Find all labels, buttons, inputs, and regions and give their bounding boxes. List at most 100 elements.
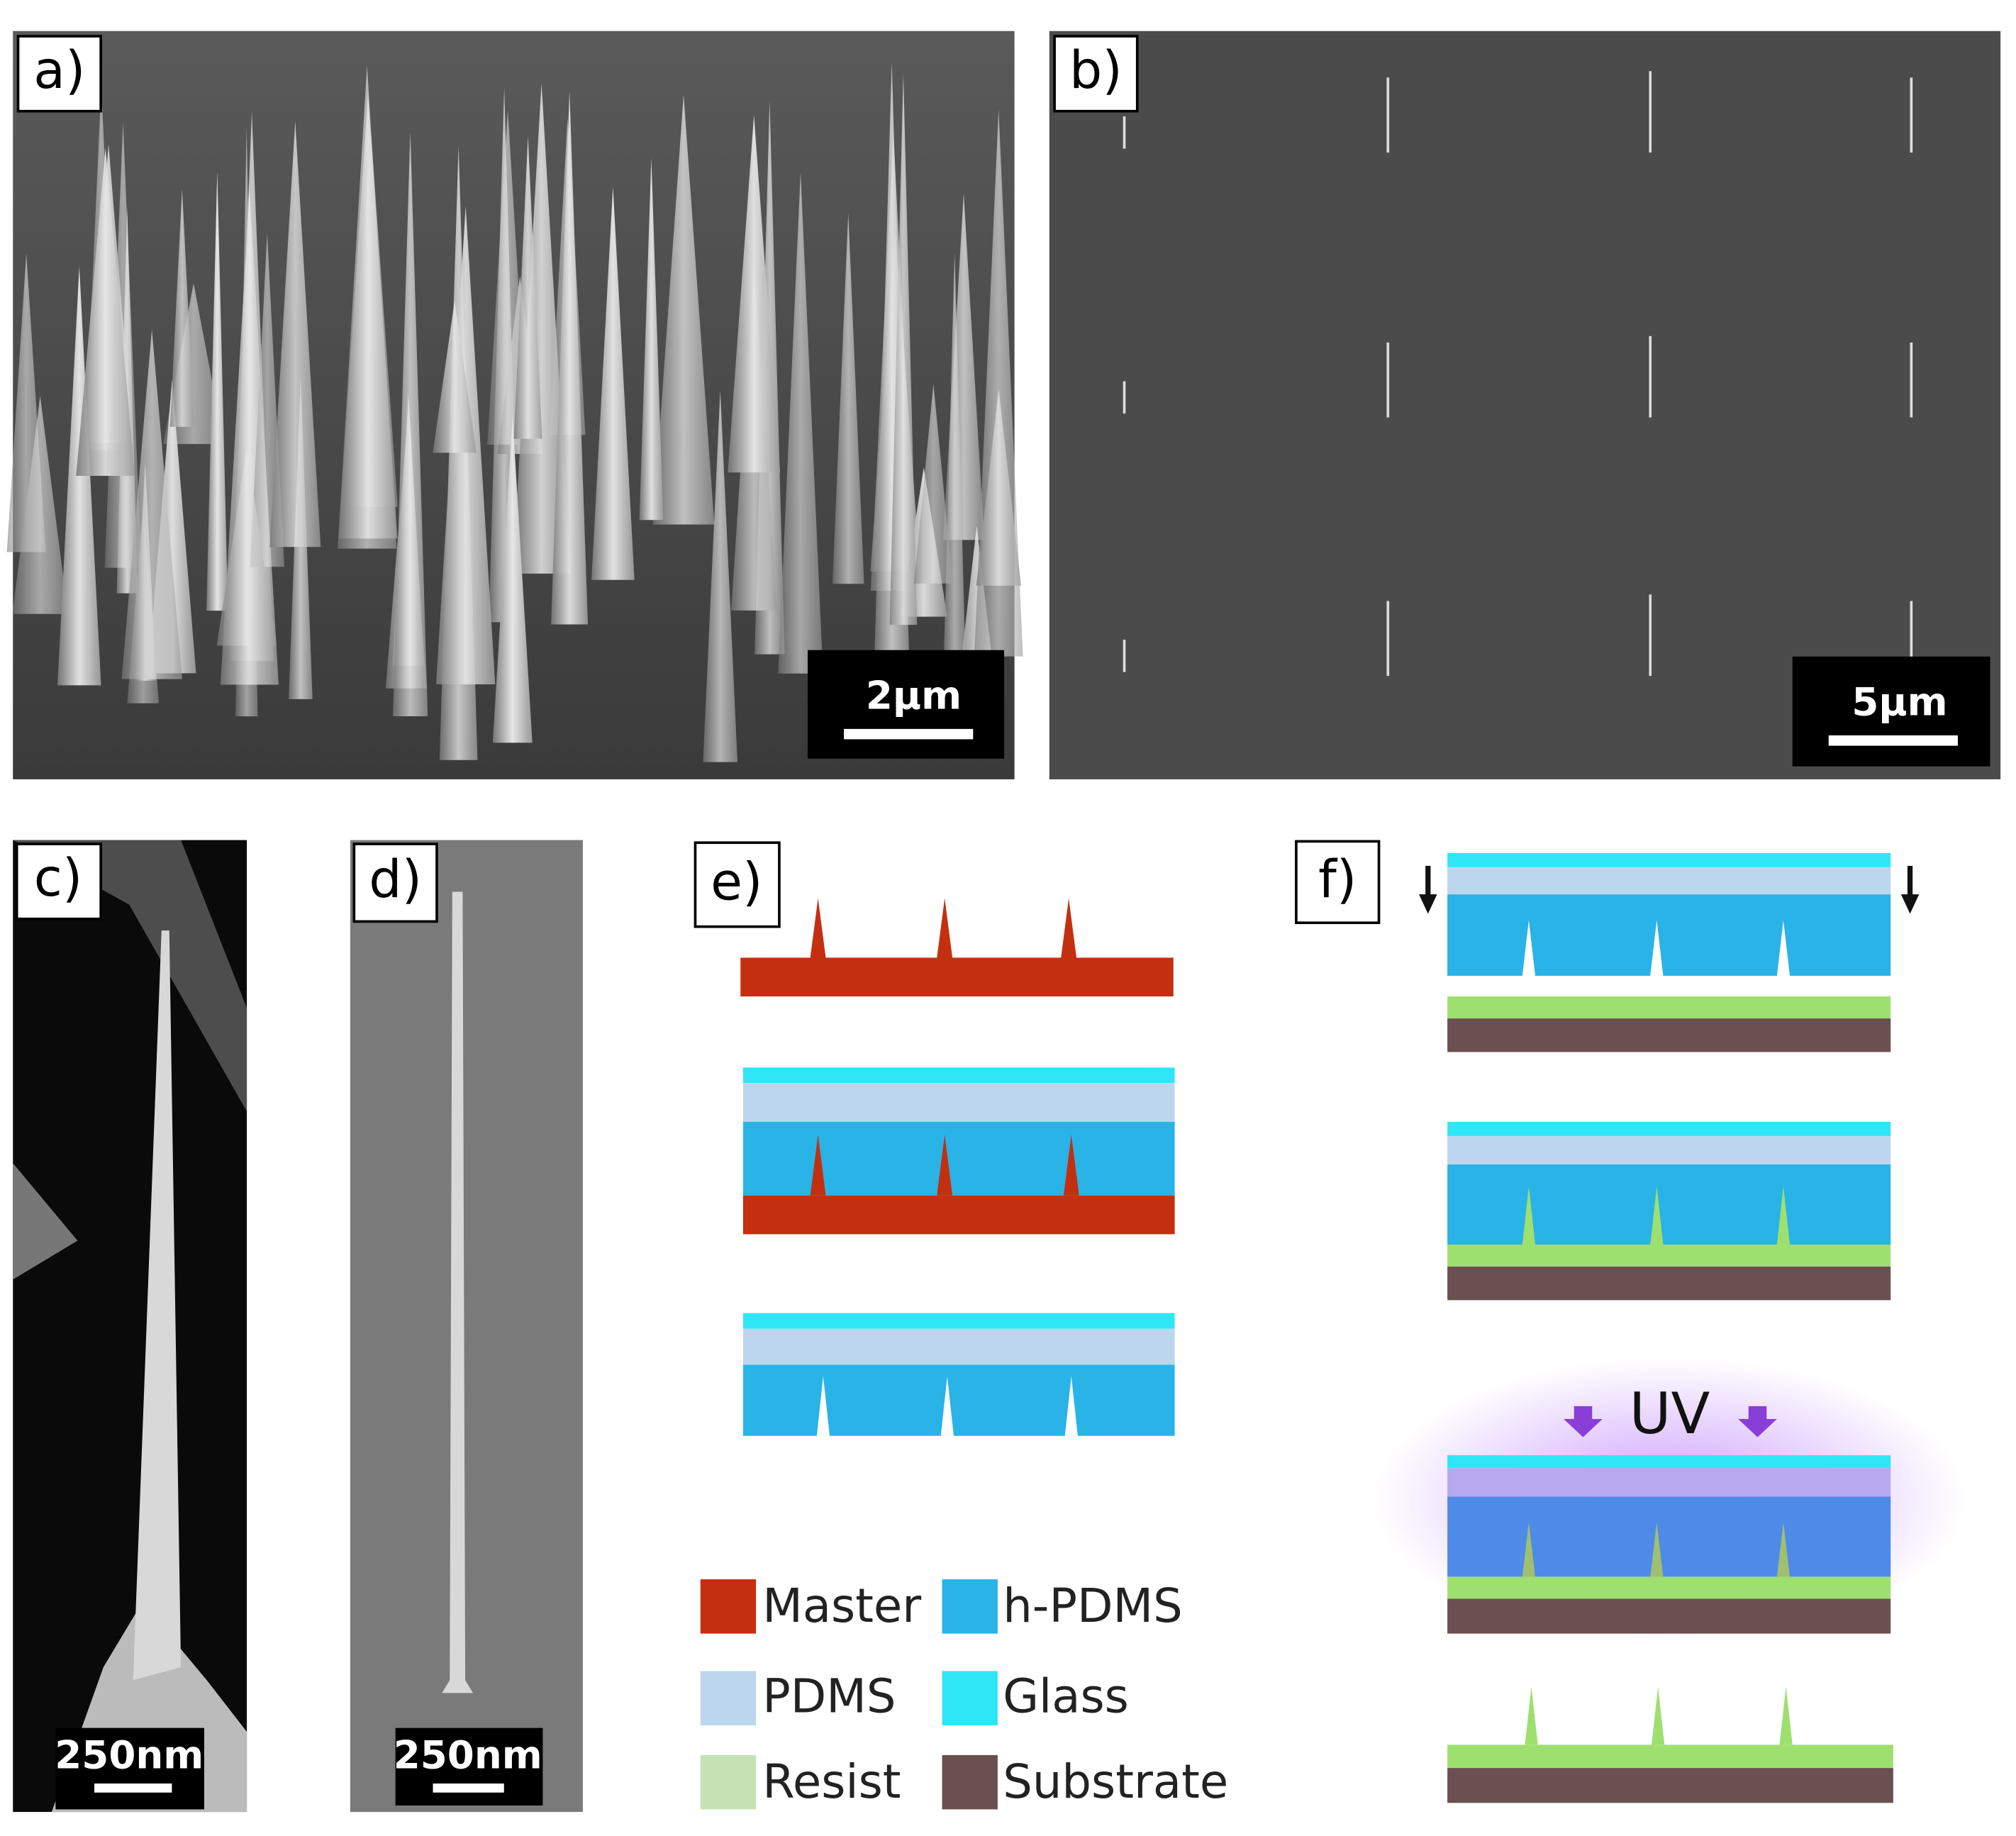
nanospike — [551, 91, 589, 625]
scale-bar-box — [55, 1727, 204, 1810]
legend-swatch — [942, 1579, 998, 1634]
nanospike — [778, 172, 823, 674]
master-layer — [740, 957, 1174, 997]
master-spikes — [810, 898, 1077, 958]
scale-bar — [94, 1783, 172, 1793]
nanospike — [889, 74, 918, 625]
sem-feature — [13, 840, 247, 1112]
pdms-layer — [742, 1083, 1175, 1122]
h-pdms-layer — [1447, 894, 1891, 976]
scale-bar-label: 2µm — [866, 672, 962, 718]
scale-bar-label: 5µm — [1851, 679, 1947, 724]
nanospike — [512, 83, 571, 574]
uv-label: UV — [1630, 1381, 1710, 1447]
nanospike — [338, 93, 398, 539]
nanospike — [652, 94, 715, 525]
legend-label: h-PDMS — [1003, 1579, 1183, 1633]
substrate-layer — [1447, 1267, 1891, 1301]
glass-layer — [1447, 852, 1891, 867]
glass-layer — [742, 1313, 1175, 1329]
panel-label: f) — [1318, 850, 1357, 910]
nanospike — [206, 171, 228, 611]
nanospike — [832, 213, 864, 584]
nanospike — [392, 131, 428, 716]
label-box — [694, 841, 781, 928]
panel-label: d) — [369, 850, 422, 910]
legend-label: PDMS — [762, 1670, 896, 1724]
nanospike — [974, 109, 1023, 657]
annotations: a) b) c) d) e) f) 2µm 5µm 250nm 250nm — [15, 35, 1990, 1810]
nanospike — [12, 396, 68, 614]
panel-e: Master h-PDMS PDMS Glass Resist Substrat… — [700, 898, 1228, 1810]
h-pdms-layer — [1447, 1496, 1891, 1577]
glass-layer — [742, 1067, 1175, 1084]
substrate-layer — [1447, 1598, 1891, 1634]
pdms-layer — [1447, 867, 1891, 895]
label-box — [352, 842, 438, 923]
resist-layer — [1447, 1576, 1891, 1599]
glass-layer — [1447, 1121, 1891, 1136]
legend-label: Master — [762, 1579, 921, 1633]
resist-layer — [1447, 1745, 1893, 1769]
legend-swatch — [700, 1754, 757, 1810]
panel-label: b) — [1069, 40, 1123, 101]
nanospike — [731, 262, 777, 611]
nanospike — [703, 390, 738, 762]
nanospike — [216, 448, 277, 646]
h-pdms-layer — [742, 1364, 1175, 1436]
scale-bar-box — [1792, 656, 1990, 767]
uv-arrows — [1564, 1406, 1777, 1437]
glass-layer — [1447, 1455, 1891, 1469]
nanospike — [942, 252, 967, 707]
scale-bar — [1828, 735, 1958, 746]
label-box — [1295, 840, 1381, 925]
nanospike — [492, 417, 533, 743]
nanospike — [913, 384, 953, 584]
scale-bar — [433, 1783, 504, 1793]
panel-f: UV — [1372, 852, 1967, 1803]
legend-label: Resist — [762, 1755, 901, 1809]
panel-c — [13, 840, 247, 1813]
substrate-layer — [1447, 1768, 1893, 1803]
panel-b — [1049, 30, 2001, 779]
nanowire — [133, 930, 182, 1681]
resist-layer — [1447, 1245, 1891, 1267]
panel-label: e) — [711, 852, 762, 912]
h-pdms-layer — [742, 1121, 1175, 1196]
mold-cavities — [816, 1376, 1078, 1436]
legend-swatch — [942, 1671, 998, 1725]
scale-bar — [844, 728, 974, 740]
legend-swatch — [942, 1754, 998, 1810]
label-box — [1053, 35, 1139, 113]
resist-layer — [1447, 996, 1891, 1019]
sem-feature — [13, 1163, 78, 1280]
nanospike — [76, 148, 135, 477]
scale-bar-box — [808, 650, 1005, 759]
pdms-layer — [1447, 1135, 1891, 1165]
resist-spikes — [1522, 1186, 1791, 1245]
legend-swatch — [700, 1579, 757, 1634]
nanospike — [639, 157, 664, 521]
pdms-layer — [1447, 1468, 1891, 1497]
master-layer — [742, 1195, 1175, 1235]
legend-swatch — [700, 1671, 757, 1725]
scale-bar-label: 250nm — [55, 1732, 204, 1778]
nanospike — [513, 136, 542, 439]
resist-spikes — [1525, 1686, 1793, 1745]
pdms-layer — [742, 1328, 1175, 1365]
nanospike — [269, 121, 321, 547]
master-spikes — [810, 1135, 1079, 1196]
legend-label: Substrate — [1003, 1755, 1228, 1809]
resist-spikes — [1522, 1522, 1791, 1577]
sem-image — [350, 840, 583, 1813]
label-box — [15, 842, 102, 920]
panel-label: c) — [34, 848, 83, 908]
scale-bar-label: 250nm — [394, 1732, 542, 1778]
h-pdms-layer — [1447, 1164, 1891, 1245]
legend-label: Glass — [1003, 1670, 1129, 1724]
panel-a — [6, 30, 1023, 779]
nanospike — [433, 300, 477, 453]
panel-d — [350, 840, 583, 1813]
